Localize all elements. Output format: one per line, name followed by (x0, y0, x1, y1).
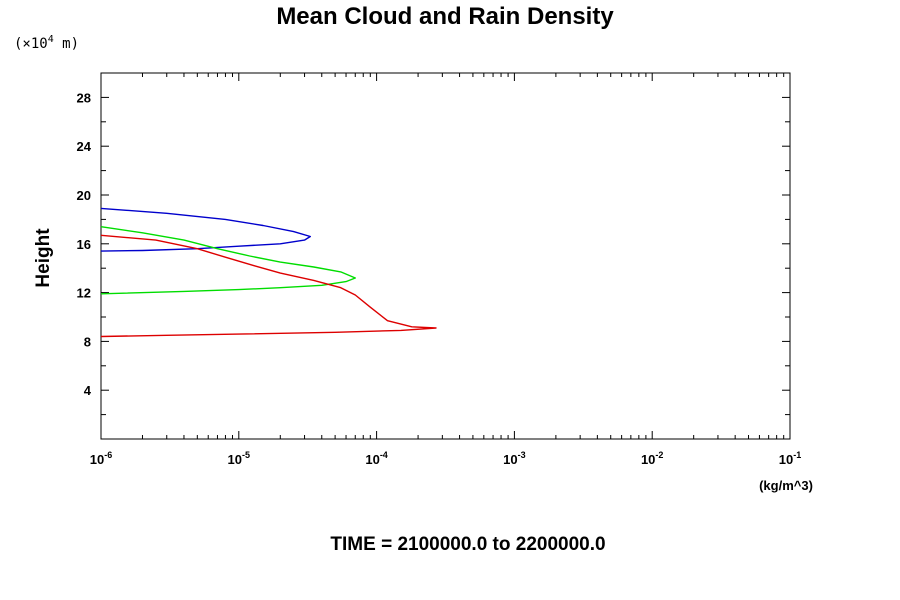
series-line-3 (100, 234, 437, 338)
chart-title: Mean Cloud and Rain Density (276, 3, 614, 30)
y-tick-label: 8 (84, 334, 91, 349)
y-scale-exponent: 4 (48, 34, 54, 45)
y-axis-ticks: 4 8 12 16 20 24 28 (77, 90, 790, 416)
x-tick-label: 10-2 (641, 450, 663, 467)
y-scale-prefix: (×10 (14, 36, 48, 52)
x-unit-label: (kg/m^3) (759, 478, 813, 493)
series-line-2 (100, 226, 356, 295)
y-tick-label: 24 (77, 139, 92, 154)
x-tick-label: 10-1 (779, 450, 801, 467)
series-group (100, 207, 437, 338)
x-axis-ticks: 10-6 10-5 10-4 10-3 10-2 10-1 (90, 73, 801, 467)
x-tick-label: 10-5 (228, 450, 250, 467)
x-tick-label: 10-4 (365, 450, 387, 467)
y-tick-label: 12 (77, 286, 91, 301)
y-axis-label: Height (33, 228, 54, 288)
y-tick-label: 28 (77, 90, 91, 105)
y-scale-unit: m) (54, 36, 79, 52)
x-tick-label: 10-3 (503, 450, 525, 467)
y-scale-label: (×104 m) (14, 34, 79, 52)
x-tick-label: 10-6 (90, 450, 112, 467)
y-tick-label: 20 (77, 188, 91, 203)
y-tick-label: 16 (77, 237, 91, 252)
y-tick-label: 4 (84, 383, 92, 398)
plot-frame (100, 72, 791, 440)
series-line-1 (100, 207, 311, 252)
time-range-label: TIME = 2100000.0 to 2200000.0 (330, 534, 605, 555)
